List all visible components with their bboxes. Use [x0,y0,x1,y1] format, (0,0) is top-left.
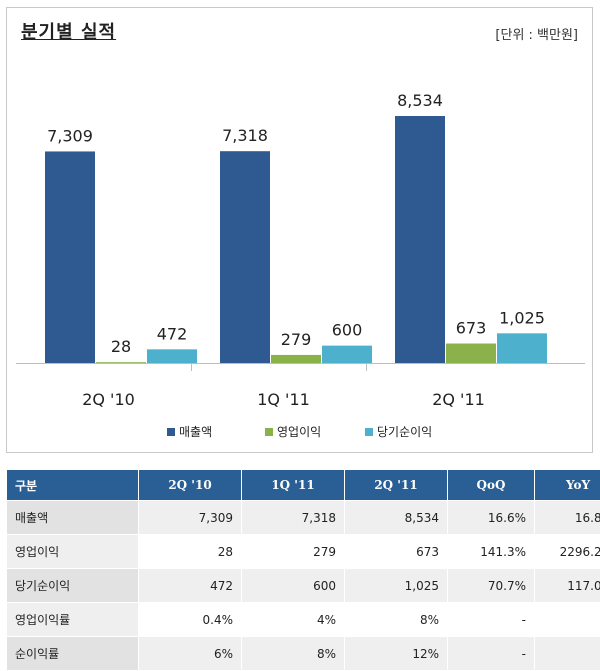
table-cell: 0.4% [138,602,242,637]
table-header-cell: QoQ [447,469,535,501]
table-cell: 8,534 [344,500,448,535]
data-label: 673 [456,319,487,338]
legend-label: 당기순이익 [377,425,432,439]
chart-title: 분기별 실적 [21,22,117,43]
legend-label: 매출액 [179,425,212,439]
table-header-row: 구분 2Q '10 1Q '11 2Q '11 QoQ YoY [6,469,600,501]
table-cell: 4% [241,602,345,637]
data-label: 8,534 [397,91,443,110]
table-cell: 16.6% [447,500,535,535]
data-label: 472 [157,324,188,343]
table-cell: 7,318 [241,500,345,535]
data-label: 28 [111,337,131,356]
chart-panel: 분기별 실적 [단위 : 백만원] 7,309 28 472 2Q '10 7,318 2… [6,7,593,453]
row-label: 영업이익 [6,534,139,569]
category-label: 2Q '10 [82,390,135,409]
table-cell: 673 [344,534,448,569]
table-cell: 12% [344,636,448,671]
row-label: 당기순이익 [6,568,139,603]
table-header-cell: 1Q '11 [241,469,345,501]
bar-op_profit [446,343,496,363]
table-body: 매출액7,3097,3188,53416.6%16.8%영업이익28279673… [6,500,600,671]
table-cell: 472 [138,568,242,603]
legend-swatch-sales [167,428,175,436]
data-label: 600 [332,321,363,340]
table-cell: 279 [241,534,345,569]
table-cell: 2296.2% [534,534,600,569]
data-label: 7,309 [47,126,93,145]
category-label: 2Q '11 [432,390,485,409]
table-cell: 16.8% [534,500,600,535]
bar-net_profit [147,349,197,363]
table-cell: 28 [138,534,242,569]
row-label: 순이익률 [6,636,139,671]
data-label: 7,318 [222,126,268,145]
table-header-cell: 구분 [6,469,139,501]
data-label: 279 [281,330,312,349]
table-header-cell: 2Q '11 [344,469,448,501]
bar-op_profit [271,354,321,363]
legend-swatch-op_profit [265,428,273,436]
bar-sales [220,151,270,363]
table-cell: 6% [138,636,242,671]
bar-net_profit [322,345,372,363]
data-table: 구분 2Q '10 1Q '11 2Q '11 QoQ YoY 매출액 7,309 7,318… [6,469,600,671]
legend-swatch-net_profit [365,428,373,436]
table-cell: 8% [344,602,448,637]
table-cell: - [534,602,600,637]
table-cell: - [447,636,535,671]
table-cell: 70.7% [447,568,535,603]
data-label: 1,025 [499,308,545,327]
bar-sales [395,116,445,363]
category-label: 1Q '11 [257,390,310,409]
row-label: 매출액 [6,500,139,535]
table-header-cell: 2Q '10 [138,469,242,501]
bar-net_profit [497,333,547,363]
table-cell: 117.0% [534,568,600,603]
table-cell: 600 [241,568,345,603]
bar-chart: 7,309 28 472 2Q '10 7,318 279 600 1Q '11 8,534 67… [16,91,585,439]
table-cell: 8% [241,636,345,671]
bar-op_profit [96,362,146,363]
unit-label: [단위 : 백만원] [495,28,578,43]
table-cell: 141.3% [447,534,535,569]
legend-label: 영업이익 [277,425,321,439]
table-header-cell: YoY [534,469,600,501]
row-label: 영업이익률 [6,602,139,637]
table-cell: - [534,636,600,671]
bar-sales [45,151,95,363]
table-cell: - [447,602,535,637]
table-cell: 7,309 [138,500,242,535]
table-cell: 1,025 [344,568,448,603]
